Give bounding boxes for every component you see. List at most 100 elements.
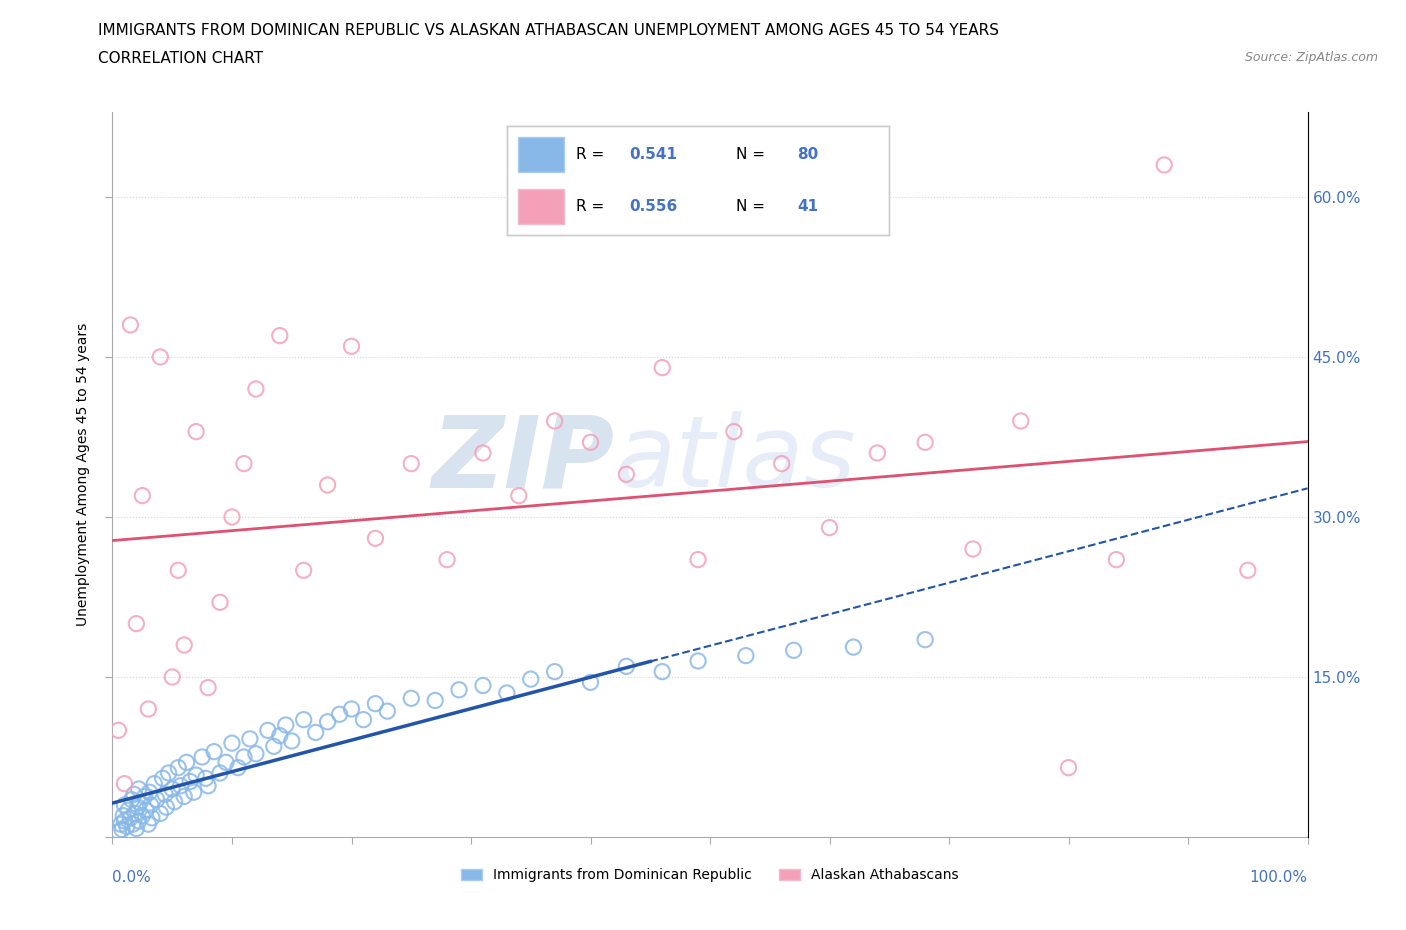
Point [472,445,495,460]
Text: 0.0%: 0.0% [112,870,152,884]
Point [782,643,804,658]
Point [157,765,180,780]
Point [579,675,602,690]
Point [818,520,841,535]
Point [292,712,315,727]
Point [167,760,190,775]
Point [340,339,363,353]
Point [543,664,565,679]
Point [128,814,150,829]
Point [723,424,745,439]
Point [770,457,793,472]
Point [129,795,152,810]
Point [1153,157,1175,172]
Point [496,685,519,700]
Point [1057,760,1080,775]
Point [155,800,177,815]
Point [616,658,638,673]
Point [292,563,315,578]
Point [436,552,458,567]
Point [202,744,225,759]
Point [274,718,297,733]
Point [114,798,135,813]
Point [651,664,673,679]
Point [110,817,132,831]
Point [120,810,142,825]
Point [329,707,352,722]
Point [543,414,565,429]
Point [186,424,208,439]
Point [233,457,256,472]
Point [257,723,280,737]
Point [472,678,495,693]
Point [138,785,160,800]
Text: Source: ZipAtlas.com: Source: ZipAtlas.com [1244,51,1378,64]
Point [914,632,936,647]
Point [316,714,339,729]
Point [167,563,190,578]
Point [209,765,232,780]
Point [120,317,142,332]
Point [152,771,174,786]
Point [425,693,447,708]
Point [114,814,135,829]
Point [107,723,129,737]
Point [111,822,134,837]
Point [914,435,936,450]
Point [162,670,183,684]
Point [401,457,423,472]
Point [121,792,143,807]
Point [169,778,191,793]
Point [269,328,291,343]
Point [579,435,602,450]
Point [215,755,238,770]
Point [447,683,470,698]
Point [143,777,166,791]
Point [340,701,363,716]
Point [401,691,423,706]
Point [138,701,160,716]
Point [127,800,149,815]
Point [128,781,150,796]
Point [179,774,201,789]
Point [176,755,198,770]
Text: 100.0%: 100.0% [1250,870,1308,884]
Point [962,541,984,556]
Point [209,595,232,610]
Point [1237,563,1260,578]
Point [364,697,387,711]
Point [688,654,710,669]
Text: IMMIGRANTS FROM DOMINICAN REPUBLIC VS ALASKAN ATHABASCAN UNEMPLOYMENT AMONG AGES: IMMIGRANTS FROM DOMINICAN REPUBLIC VS AL… [98,23,1000,38]
Point [114,777,135,791]
Point [115,819,138,834]
Point [651,360,673,375]
Point [197,778,219,793]
Point [245,381,267,396]
Point [508,488,530,503]
Point [305,725,328,740]
Point [269,728,291,743]
Point [149,806,172,821]
Point [186,767,208,782]
Point [842,640,865,655]
Point [163,794,186,809]
Point [866,445,889,460]
Point [316,477,339,492]
Point [112,808,135,823]
Point [688,552,710,567]
Text: ZIP: ZIP [432,411,614,509]
Point [735,648,758,663]
Point [131,488,153,503]
Point [352,712,374,727]
Point [139,798,162,813]
Point [121,817,143,831]
Point [233,750,256,764]
Point [377,704,399,719]
Point [1105,552,1128,567]
Point [364,531,387,546]
Point [153,787,176,802]
Point [135,803,157,817]
Point [616,467,638,482]
Y-axis label: Unemployment Among Ages 45 to 54 years: Unemployment Among Ages 45 to 54 years [76,323,90,626]
Point [173,638,195,653]
